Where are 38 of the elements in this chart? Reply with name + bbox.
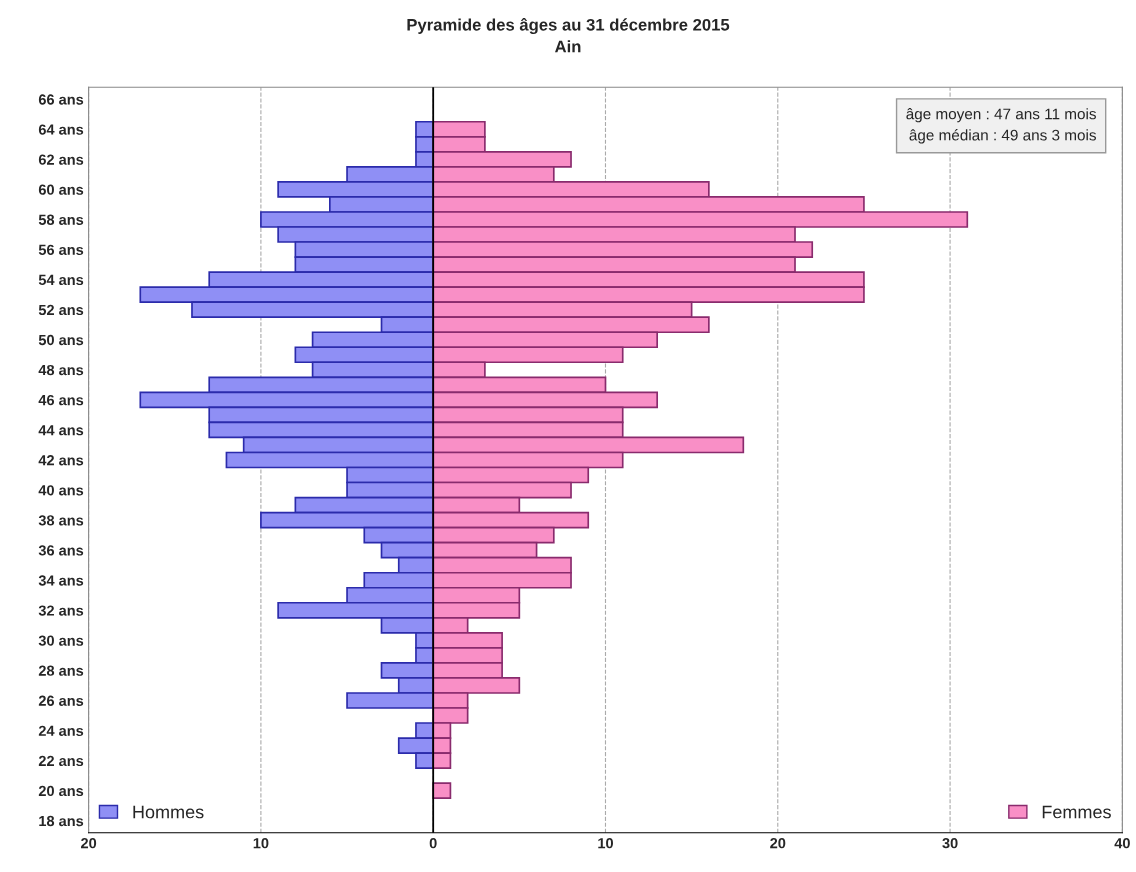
y-tick-label: 60 ans	[38, 184, 84, 195]
legend-label: Femmes	[1042, 805, 1111, 819]
y-tick-label: 44 ans	[38, 425, 84, 436]
x-tick-label: 10	[253, 838, 269, 849]
y-tick-label: 58 ans	[38, 214, 84, 225]
chart-title: Pyramide des âges au 31 décembre 2015	[407, 18, 730, 35]
x-tick-label: 10	[598, 838, 613, 849]
y-tick-label: 62 ans	[38, 154, 84, 165]
legend-label: Hommes	[133, 805, 204, 819]
y-tick-label: 32 ans	[38, 605, 84, 616]
y-tick-label: 64 ans	[38, 124, 84, 135]
y-tick-label: 20 ans	[38, 785, 84, 797]
x-tick-label: 20	[770, 838, 786, 849]
y-tick-label: 24 ans	[38, 725, 84, 736]
y-tick-label: 54 ans	[38, 274, 84, 286]
y-tick-label: 56 ans	[38, 244, 84, 255]
y-tick-label: 28 ans	[38, 665, 84, 676]
x-tick-label: 0	[429, 838, 437, 849]
annotation: âge moyen : 47 ans 11 mois âge médian : 49 ans 3 mois	[906, 108, 1096, 144]
y-tick-label: 46 ans	[38, 394, 84, 406]
chart-subtitle: Ain	[554, 40, 581, 53]
y-tick-label: 66 ans	[38, 94, 84, 105]
y-tick-label: 30 ans	[38, 635, 84, 646]
y-tick-label: 36 ans	[38, 545, 84, 556]
x-tick-label: 20	[81, 838, 97, 849]
y-tick-label: 42 ans	[38, 455, 84, 466]
y-tick-label: 18 ans	[39, 815, 84, 827]
y-tick-label: 50 ans	[38, 334, 84, 346]
x-tick-label: 40	[1114, 838, 1130, 849]
y-tick-label: 26 ans	[38, 695, 84, 706]
bar	[432, 782, 452, 800]
y-tick-label: 48 ans	[38, 364, 84, 376]
y-tick-label: 40 ans	[38, 485, 84, 496]
y-tick-label: 38 ans	[38, 515, 84, 526]
y-tick-label: 34 ans	[38, 575, 84, 586]
y-tick-label: 22 ans	[38, 755, 84, 767]
x-tick-label: 30	[942, 838, 958, 849]
y-tick-label: 52 ans	[38, 304, 84, 316]
